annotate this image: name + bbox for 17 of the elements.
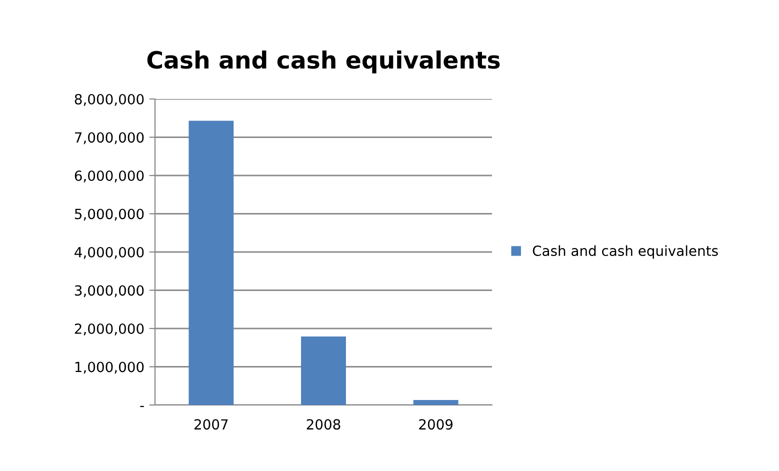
bar xyxy=(413,400,458,405)
y-tick-label: 7,000,000 xyxy=(75,132,144,144)
x-tick-label: 2007 xyxy=(194,419,228,430)
chart-title: Cash and cash equivalents xyxy=(147,50,500,74)
y-tick-label: - xyxy=(140,406,144,408)
y-tick-label: 5,000,000 xyxy=(74,208,144,221)
y-tick-label: 3,000,000 xyxy=(74,285,144,298)
y-tick-label: 4,000,000 xyxy=(74,246,144,259)
legend-label: Cash and cash equivalents xyxy=(532,245,718,259)
bar xyxy=(301,336,346,405)
x-tick-label: 2009 xyxy=(419,419,453,430)
y-tick-label: 1,000,000 xyxy=(75,362,144,374)
bar xyxy=(188,120,234,405)
y-tick-label: 8,000,000 xyxy=(74,94,144,106)
y-tick-label: 2,000,000 xyxy=(74,323,144,336)
x-tick-label: 2008 xyxy=(306,419,340,430)
y-tick-label: 6,000,000 xyxy=(74,170,144,182)
